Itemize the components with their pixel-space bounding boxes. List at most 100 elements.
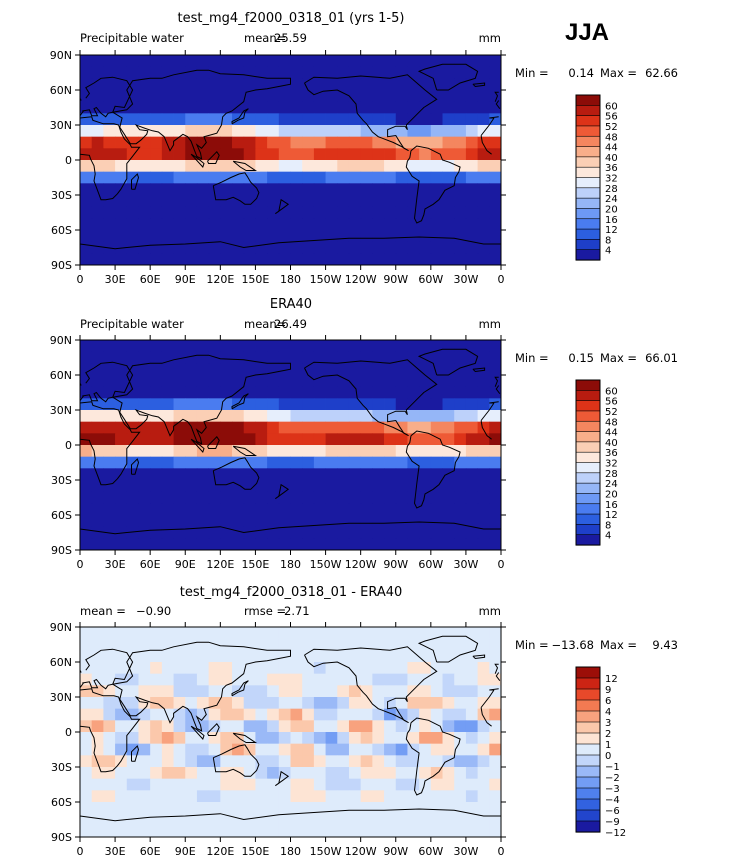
grid-cell	[465, 732, 479, 745]
grid-cell	[325, 662, 338, 675]
grid-cell	[196, 767, 210, 780]
grid-cell	[243, 375, 256, 388]
grid-cell	[267, 802, 280, 815]
grid-cell	[185, 160, 198, 173]
grid-cell	[372, 662, 385, 675]
grid-cell	[115, 195, 128, 208]
grid-cell	[489, 491, 502, 504]
grid-cell	[395, 538, 408, 551]
grid-cell	[465, 386, 479, 399]
grid-cell	[138, 778, 151, 791]
grid-cell	[278, 55, 291, 68]
colorbar-swatch	[575, 197, 601, 210]
grid-cell	[337, 410, 350, 423]
grid-cell	[267, 708, 280, 721]
grid-cell	[232, 755, 245, 768]
grid-cell	[103, 375, 116, 388]
grid-cell	[80, 515, 93, 528]
grid-cell	[465, 230, 479, 243]
grid-cell	[477, 708, 490, 721]
grid-cell	[477, 230, 490, 243]
continent-outline	[472, 82, 486, 88]
grid-cell	[220, 673, 233, 686]
grid-cell	[489, 813, 502, 826]
grid-cell	[325, 685, 338, 698]
grid-cell	[80, 195, 93, 208]
grid-cell	[173, 627, 186, 640]
grid-cell	[126, 491, 139, 504]
grid-cell	[372, 456, 385, 469]
grid-cell	[103, 790, 116, 803]
grid-cell	[115, 638, 128, 651]
grid-cell	[290, 230, 303, 243]
grid-cell	[161, 767, 174, 780]
grid-cell	[419, 125, 432, 138]
grid-cell	[208, 113, 221, 126]
grid-cell	[419, 253, 432, 266]
grid-cell	[126, 206, 139, 219]
grid-cell	[80, 685, 93, 698]
grid-cell	[91, 767, 104, 780]
grid-cell	[161, 650, 174, 663]
grid-cell	[232, 503, 245, 516]
grid-cell	[489, 55, 502, 68]
grid-cell	[91, 802, 104, 815]
grid-cell	[126, 503, 139, 516]
grid-cell	[115, 720, 128, 733]
grid-cell	[465, 206, 479, 219]
grid-cell	[302, 778, 315, 791]
grid-cell	[372, 375, 385, 388]
grid-cell	[302, 813, 315, 826]
grid-cell	[267, 183, 280, 196]
grid-cell	[372, 697, 385, 710]
grid-cell	[454, 421, 467, 434]
grid-cell	[161, 171, 174, 184]
grid-cell	[313, 386, 326, 399]
colorbar-swatch	[575, 677, 601, 690]
grid-cell	[325, 125, 338, 138]
grid-cell	[313, 445, 326, 458]
grid-cell	[419, 78, 432, 91]
colorbar-label: 24	[605, 194, 618, 205]
grid-cell	[220, 241, 233, 254]
grid-cell	[442, 503, 455, 516]
grid-cell	[196, 218, 210, 231]
grid-cell	[489, 433, 502, 446]
grid-cell	[243, 340, 256, 353]
grid-cell	[313, 351, 326, 364]
grid-cell	[489, 253, 502, 266]
grid-cell	[395, 755, 408, 768]
grid-cell	[430, 491, 443, 504]
grid-cell	[232, 230, 245, 243]
grid-cell	[430, 55, 443, 68]
grid-cell	[419, 218, 432, 231]
grid-cell	[150, 720, 163, 733]
grid-cell	[302, 241, 315, 254]
grid-cell	[232, 90, 245, 103]
grid-cell	[384, 813, 397, 826]
grid-cell	[220, 526, 233, 539]
grid-cell	[150, 732, 163, 745]
grid-cell	[232, 627, 245, 640]
grid-cell	[348, 206, 362, 219]
mean-label: mean =	[80, 604, 126, 618]
grid-cell	[115, 398, 128, 411]
grid-cell	[360, 148, 373, 161]
grid-cell	[91, 538, 104, 551]
colorbar-swatch	[575, 798, 601, 811]
grid-cell	[489, 456, 502, 469]
grid-cell	[489, 113, 502, 126]
grid-cell	[173, 515, 186, 528]
grid-cell	[477, 386, 490, 399]
grid-cell	[372, 732, 385, 745]
grid-cell	[454, 708, 467, 721]
grid-cell	[430, 78, 443, 91]
grid-cell	[91, 230, 104, 243]
grid-cell	[489, 386, 502, 399]
grid-cell	[337, 433, 350, 446]
grid-cell	[465, 90, 479, 103]
y-tick-label: 60N	[50, 84, 72, 97]
y-tick-label: 90N	[50, 621, 72, 634]
field-obs	[80, 340, 502, 551]
grid-cell	[103, 195, 116, 208]
